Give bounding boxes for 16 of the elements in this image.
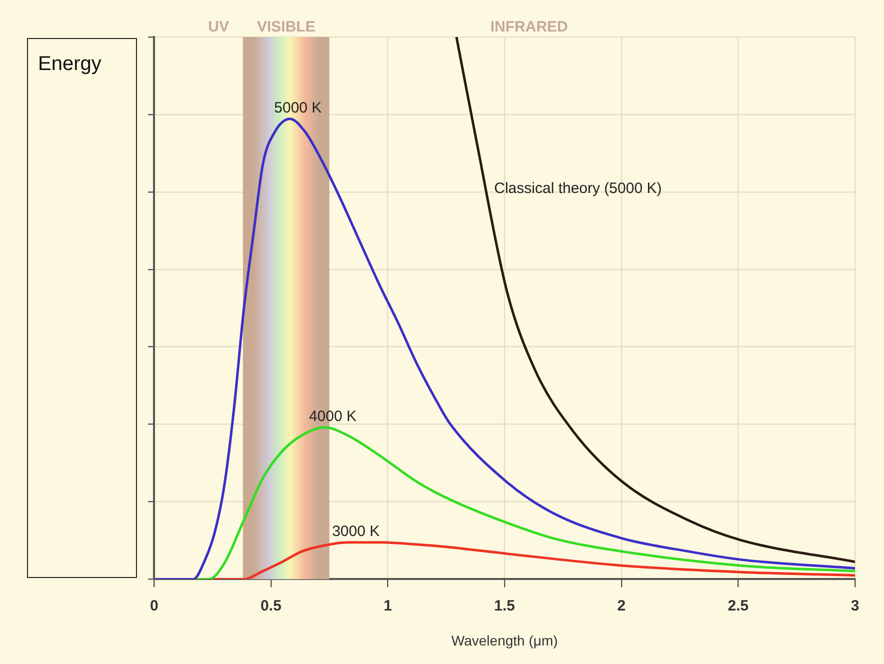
x-axis-title: Wavelength (μm) <box>451 632 558 648</box>
series-label: 5000 K <box>274 100 322 117</box>
x-tick-label: 3 <box>850 597 860 614</box>
y-axis-title: Energy <box>27 38 137 578</box>
text: UV <box>208 18 229 36</box>
series-label: 3000 K <box>332 522 380 540</box>
series-label: 4000 K <box>308 408 356 426</box>
x-tick-label: 2 <box>617 597 626 614</box>
x-tick-label: 0 <box>150 597 158 614</box>
series-label: Classical theory (5000 K) <box>494 180 662 197</box>
x-tick-label: 1.5 <box>494 597 516 614</box>
x-tick-label: 0.5 <box>260 597 282 614</box>
x-tick-label: 2.5 <box>728 597 749 614</box>
band-label: VISIBLE <box>256 18 316 36</box>
x-tick-label: 1 <box>384 597 392 614</box>
text: INFRARED <box>490 18 568 36</box>
